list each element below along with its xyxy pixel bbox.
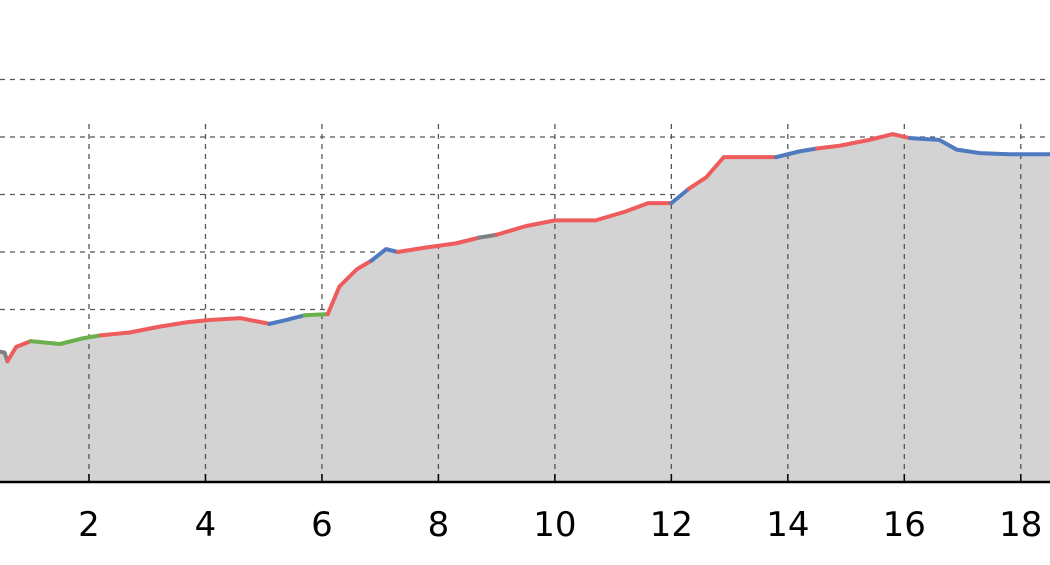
area-fill xyxy=(0,134,1050,482)
series-segment-blue xyxy=(908,136,1050,157)
series-segment-blue xyxy=(669,186,691,206)
series-segment-red xyxy=(5,339,33,364)
series-segment-red xyxy=(98,316,272,338)
series-segment-green xyxy=(28,333,103,346)
x-tick-label: 8 xyxy=(428,505,450,545)
x-tick-label: 14 xyxy=(766,505,809,545)
x-tick-label: 18 xyxy=(999,505,1042,545)
x-tick-label: 10 xyxy=(533,505,576,545)
x-tick-label: 4 xyxy=(195,505,217,545)
series-segment-red xyxy=(494,201,674,237)
series-segment-red xyxy=(686,155,779,191)
line-layer xyxy=(0,132,1050,364)
series-segment-blue xyxy=(774,146,819,160)
x-tick-label: 6 xyxy=(311,505,333,545)
series-segment-red xyxy=(395,235,482,254)
series-segment-green xyxy=(302,312,330,318)
series-segment-red xyxy=(325,258,374,317)
x-tick-label: 2 xyxy=(78,505,100,545)
series-segment-gray xyxy=(0,349,10,364)
series-segment-red xyxy=(814,132,913,151)
x-tick-label: 12 xyxy=(650,505,693,545)
fill-layer xyxy=(0,134,1050,482)
x-tick-label: 16 xyxy=(883,505,926,545)
series-segment-blue xyxy=(369,247,400,263)
series-segment-blue xyxy=(267,313,307,326)
series-segment-gray xyxy=(477,232,499,240)
x-axis: 2 4 6 8 10 12 14 16 18 xyxy=(0,474,1050,545)
